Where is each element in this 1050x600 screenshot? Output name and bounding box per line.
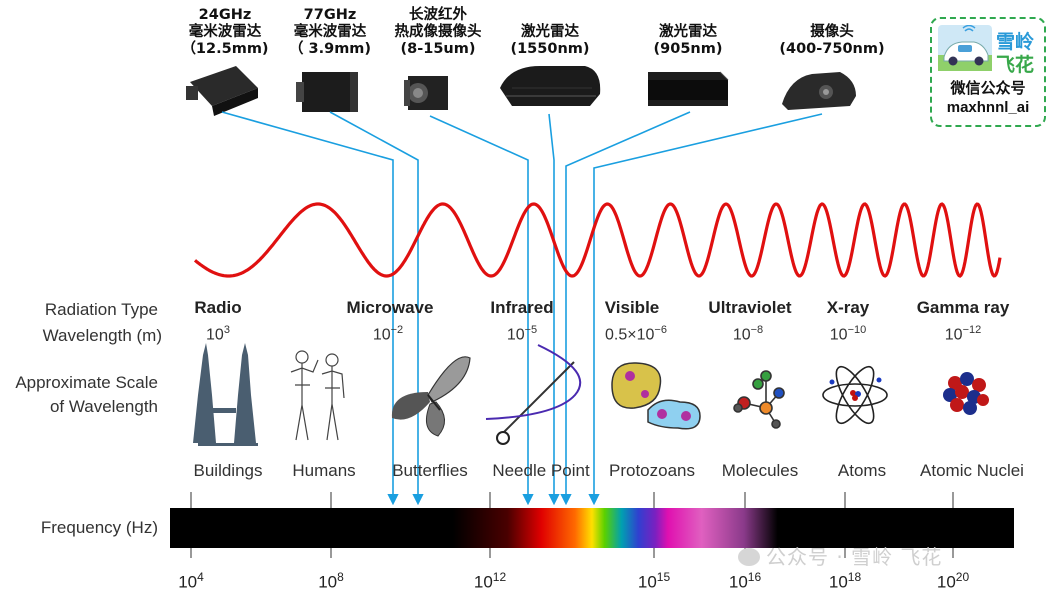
watermark: 公众号 · 雪岭 飞花 (738, 541, 942, 570)
device-24ghz-radar-icon (186, 66, 258, 116)
molecule-illustration-icon (733, 370, 785, 429)
freq-tick-1e20: 1020 (936, 570, 970, 592)
band-infrared: Infrared (490, 298, 554, 317)
device-camera-icon (782, 72, 856, 110)
device-lidar-1550-icon (500, 66, 601, 106)
wavelength-infrared: 10−5 (506, 324, 538, 344)
freq-tick-1e4: 104 (178, 570, 204, 592)
wechat-account-card: 雪岭 飞花 微信公众号 maxhnnl_ai (930, 17, 1046, 127)
humans-illustration-icon (290, 350, 345, 441)
scale-label-line1: Approximate Scale (15, 373, 158, 392)
car-logo-icon (938, 25, 992, 71)
radiation-type-label: Radiation Type (44, 300, 158, 319)
sensor-label-77ghz-radar: 77GHz 毫米波雷达（ 3.9mm) (288, 7, 372, 57)
scale-label-line2: of Wavelength (49, 397, 158, 416)
sensor-label-camera: 摄像头 (400-750nm) (779, 24, 885, 57)
scale-atoms: Atoms (837, 461, 887, 480)
wavelength-visible: 0.5×10−6 (605, 324, 667, 344)
connector-thermal (429, 115, 534, 506)
brand-name-line2: 飞花 (996, 54, 1035, 76)
scale-protozoans: Protozoans (609, 461, 695, 480)
wavelength-radio: 103 (206, 324, 230, 344)
band-gamma: Gamma ray (916, 298, 1010, 317)
band-radio: Radio (194, 298, 242, 317)
device-thermal-camera-icon (404, 76, 448, 110)
device-77ghz-radar-icon (296, 72, 358, 112)
device-lidar-905-icon (648, 71, 729, 106)
wavelength-gamma: 10−12 (944, 324, 982, 344)
wechat-account-id: maxhnnl_ai (946, 99, 1030, 116)
wechat-watermark-icon (738, 548, 760, 566)
connector-camera (588, 113, 823, 506)
band-xray: X-ray (826, 298, 870, 317)
freq-tick-1e18: 1018 (828, 570, 862, 592)
freq-tick-1e15: 1015 (637, 570, 671, 592)
connector-lidar-905 (560, 111, 691, 506)
scale-buildings: Buildings (193, 461, 263, 480)
freq-tick-1e12: 1012 (473, 570, 507, 592)
connector-77ghz (329, 111, 424, 506)
band-ultraviolet: Ultraviolet (708, 298, 792, 317)
protozoans-illustration-icon (611, 362, 701, 430)
wavelength-label: Wavelength (m) (42, 326, 162, 345)
freq-tick-1e8: 108 (318, 570, 344, 592)
frequency-spectrum-bar (170, 508, 1014, 548)
freq-tick-1e16: 1016 (728, 570, 762, 592)
buildings-illustration-icon (193, 343, 258, 446)
wavelength-ultraviolet: 10−8 (732, 324, 764, 344)
band-microwave: Microwave (346, 298, 434, 317)
wave-curve (193, 202, 1002, 278)
connector-lines (221, 111, 823, 506)
atom-illustration-icon (822, 365, 888, 425)
frequency-label: Frequency (Hz) (40, 518, 158, 537)
scale-molecules: Molecules (721, 461, 799, 480)
wechat-account-title: 微信公众号 (950, 79, 1026, 97)
sensor-label-24ghz-radar: 24GHz 毫米波雷达 （12.5mm) (181, 7, 269, 57)
sensor-label-lidar-1550: 激光雷达 (1550nm) (510, 24, 590, 57)
wavelength-xray: 10−10 (829, 324, 867, 344)
butterfly-illustration-icon (391, 356, 471, 437)
needle-illustration-icon (485, 344, 582, 445)
scale-needle-point: Needle Point (492, 461, 590, 480)
sensor-label-thermal-camera: 长波红外 热成像摄像头 (8-15um) (394, 7, 482, 57)
connector-24ghz (221, 111, 399, 506)
sensor-label-lidar-905: 激光雷达 (905nm) (653, 24, 723, 57)
brand-name-line1: 雪岭 (996, 31, 1035, 53)
scale-humans: Humans (292, 461, 356, 480)
band-visible: Visible (604, 298, 660, 317)
nucleus-illustration-icon (943, 372, 989, 415)
wavelength-microwave: 10−2 (372, 324, 404, 344)
scale-atomic-nuclei: Atomic Nuclei (920, 461, 1024, 480)
connector-lidar-1550 (548, 113, 560, 506)
scale-butterflies: Butterflies (392, 461, 468, 480)
